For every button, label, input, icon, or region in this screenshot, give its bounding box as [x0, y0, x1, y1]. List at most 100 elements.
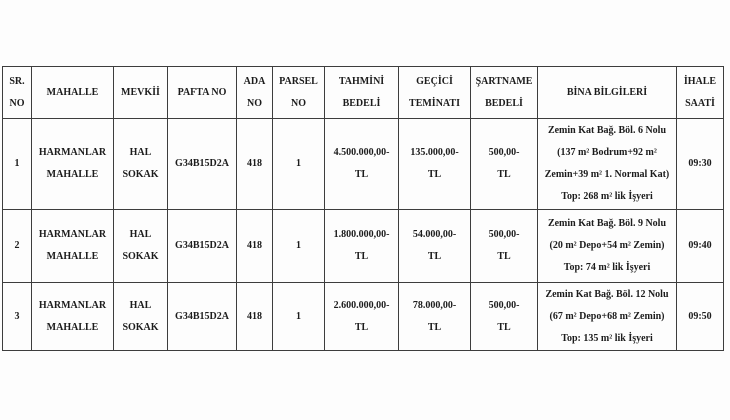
cell-parsel-no: 1: [272, 118, 325, 210]
col-header-ihale-saati: İHALE SAATİ: [676, 66, 724, 119]
table-row: 3 HARMANLAR MAHALLE HAL SOKAK G34B15D2A …: [2, 282, 724, 351]
cell-ihale-saati: 09:40: [676, 209, 724, 283]
cell-mevkii: HAL SOKAK: [113, 209, 168, 283]
cell-line: 54.000,00-: [412, 229, 457, 240]
cell-parsel-no: 1: [272, 209, 325, 283]
header-line: PAFTA NO: [177, 86, 227, 98]
cell-tahmini-bedeli: 1.800.000,00- TL: [324, 209, 399, 283]
cell-line: HAL: [129, 299, 152, 311]
cell-sr-no: 2: [2, 209, 32, 283]
header-line: SAATİ: [685, 97, 715, 109]
table-header-row: SR. NO MAHALLE MEVKİİ PAFTA NO ADA NO PA: [2, 66, 724, 119]
cell-line: Top: 135 m² lik İşyeri: [561, 332, 653, 344]
col-header-pafta-no: PAFTA NO: [167, 66, 237, 119]
cell-line: MAHALLE: [46, 169, 99, 180]
cell-line: (137 m² Bodrum+92 m²: [557, 147, 657, 158]
cell-line: TL: [354, 169, 369, 180]
cell-line: HAL: [129, 229, 152, 240]
cell-line: 500,00-: [488, 229, 520, 240]
cell-sr-no: 3: [2, 282, 32, 351]
cell-line: 135.000,00-: [410, 147, 459, 158]
header-line: TEMİNATI: [409, 97, 460, 109]
cell-sartname-bedeli: 500,00- TL: [470, 118, 538, 210]
col-header-gecici-teminati: GEÇİCİ TEMİNATI: [398, 66, 471, 119]
cell-line: HARMANLAR: [38, 229, 107, 240]
cell-mevkii: HAL SOKAK: [113, 282, 168, 351]
header-line: MAHALLE: [46, 86, 99, 98]
cell-line: 78.000,00-: [412, 299, 457, 311]
cell-line: 500,00-: [488, 299, 520, 311]
cell-pafta-no: G34B15D2A: [167, 118, 237, 210]
col-header-bina-bilgileri: BİNA BİLGİLERİ: [537, 66, 677, 119]
cell-line: Top: 74 m² lik İşyeri: [563, 262, 651, 273]
header-line: NO: [247, 97, 262, 109]
cell-pafta-no: G34B15D2A: [167, 209, 237, 283]
col-header-sartname-bedeli: ŞARTNAME BEDELİ: [470, 66, 538, 119]
cell-line: TL: [497, 251, 511, 262]
cell-ada-no: 418: [236, 118, 273, 210]
cell-sr-no: 1: [2, 118, 32, 210]
cell-line: HARMANLAR: [38, 147, 107, 158]
cell-ada-no: 418: [236, 209, 273, 283]
cell-line: Zemin Kat Bağ. Böl. 6 Nolu: [547, 125, 667, 136]
col-header-sr-no: SR. NO: [2, 66, 32, 119]
header-line: ŞARTNAME: [475, 75, 533, 87]
header-line: MEVKİİ: [121, 86, 160, 98]
header-line: SR.: [9, 75, 25, 87]
header-line: ADA: [243, 75, 266, 87]
header-line: BEDELİ: [485, 97, 523, 109]
header-line: İHALE: [683, 75, 717, 87]
header-line: BİNA BİLGİLERİ: [566, 86, 648, 98]
cell-line: MAHALLE: [46, 321, 99, 333]
cell-gecici-teminati: 135.000,00- TL: [398, 118, 471, 210]
cell-line: TL: [354, 321, 369, 333]
cell-line: TL: [354, 251, 369, 262]
cell-mahalle: HARMANLAR MAHALLE: [31, 282, 114, 351]
cell-line: Zemin+39 m² 1. Normal Kat): [544, 169, 670, 180]
col-header-mahalle: MAHALLE: [31, 66, 114, 119]
cell-line: 1.800.000,00-: [333, 229, 390, 240]
cell-gecici-teminati: 54.000,00- TL: [398, 209, 471, 283]
cell-line: SOKAK: [122, 321, 159, 333]
cell-line: Zemin Kat Bağ. Böl. 9 Nolu: [547, 218, 667, 229]
header-line: GEÇİCİ: [416, 75, 453, 87]
cell-gecici-teminati: 78.000,00- TL: [398, 282, 471, 351]
cell-mahalle: HARMANLAR MAHALLE: [31, 118, 114, 210]
header-line: TAHMİNİ: [338, 75, 385, 87]
cell-line: 500,00-: [488, 147, 520, 158]
cell-line: TL: [427, 169, 442, 180]
col-header-parsel-no: PARSEL NO: [272, 66, 325, 119]
cell-sartname-bedeli: 500,00- TL: [470, 209, 538, 283]
header-line: BEDELİ: [342, 97, 381, 109]
cell-line: SOKAK: [122, 169, 159, 180]
cell-bina-bilgileri: Zemin Kat Bağ. Böl. 6 Nolu (137 m² Bodru…: [537, 118, 677, 210]
col-header-ada-no: ADA NO: [236, 66, 273, 119]
cell-bina-bilgileri: Zemin Kat Bağ. Böl. 9 Nolu (20 m² Depo+5…: [537, 209, 677, 283]
cell-parsel-no: 1: [272, 282, 325, 351]
cell-line: HARMANLAR: [38, 299, 107, 311]
col-header-mevkii: MEVKİİ: [113, 66, 168, 119]
cell-ihale-saati: 09:30: [676, 118, 724, 210]
cell-tahmini-bedeli: 2.600.000,00- TL: [324, 282, 399, 351]
cell-line: TL: [497, 321, 511, 333]
cell-line: TL: [427, 251, 442, 262]
cell-mevkii: HAL SOKAK: [113, 118, 168, 210]
cell-ada-no: 418: [236, 282, 273, 351]
cell-pafta-no: G34B15D2A: [167, 282, 237, 351]
cell-mahalle: HARMANLAR MAHALLE: [31, 209, 114, 283]
cell-sartname-bedeli: 500,00- TL: [470, 282, 538, 351]
cell-line: 4.500.000,00-: [333, 147, 390, 158]
cell-line: TL: [427, 321, 442, 333]
header-line: NO: [9, 97, 25, 109]
cell-line: TL: [497, 169, 511, 180]
cell-line: SOKAK: [122, 251, 159, 262]
cell-line: MAHALLE: [46, 251, 99, 262]
cell-tahmini-bedeli: 4.500.000,00- TL: [324, 118, 399, 210]
cell-bina-bilgileri: Zemin Kat Bağ. Böl. 12 Nolu (67 m² Depo+…: [537, 282, 677, 351]
header-line: NO: [291, 97, 306, 109]
cell-line: Zemin Kat Bağ. Böl. 12 Nolu: [545, 288, 669, 300]
cell-ihale-saati: 09:50: [676, 282, 724, 351]
header-line: PARSEL: [279, 75, 318, 87]
table-row: 2 HARMANLAR MAHALLE HAL SOKAK G34B15D2A …: [2, 209, 724, 283]
